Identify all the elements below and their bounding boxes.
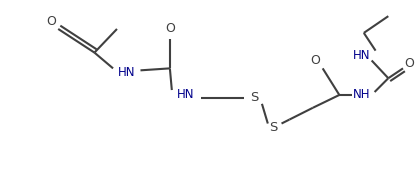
Text: S: S — [250, 91, 258, 104]
Text: NH: NH — [353, 88, 371, 101]
Text: O: O — [404, 57, 414, 70]
Text: O: O — [310, 54, 320, 67]
Text: HN: HN — [177, 88, 194, 101]
Text: S: S — [269, 121, 278, 134]
Text: O: O — [46, 15, 56, 28]
Text: HN: HN — [353, 49, 371, 62]
Text: HN: HN — [118, 66, 136, 79]
Text: O: O — [165, 22, 175, 36]
